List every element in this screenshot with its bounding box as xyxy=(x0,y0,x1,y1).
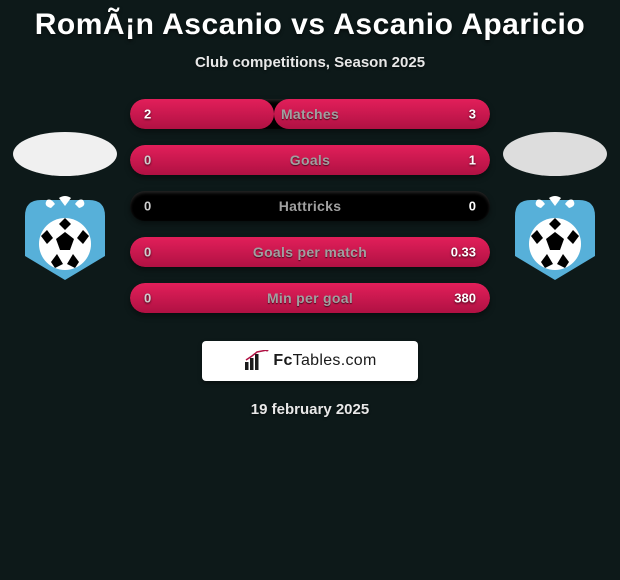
stat-fill-left xyxy=(130,99,274,129)
left-club-badge xyxy=(17,194,113,280)
stat-value-left: 0 xyxy=(144,153,151,168)
stat-pill: Min per goal 0 380 xyxy=(130,283,490,313)
comparison-card: RomÃ¡n Ascanio vs Ascanio Aparicio Club … xyxy=(0,0,620,418)
stat-label: Hattricks xyxy=(279,198,342,214)
left-player-col xyxy=(10,132,120,280)
stat-value-right: 0.33 xyxy=(451,245,476,260)
stat-label: Goals xyxy=(290,152,330,168)
stat-pill: Goals per match 0 0.33 xyxy=(130,237,490,267)
subtitle: Club competitions, Season 2025 xyxy=(0,54,620,71)
comparison-date: 19 february 2025 xyxy=(0,401,620,418)
main-row: Matches23Goals01Hattricks00Goals per mat… xyxy=(0,99,620,313)
right-avatar-placeholder xyxy=(503,132,607,176)
stat-label: Goals per match xyxy=(253,244,367,260)
stat-pill: Matches 2 3 xyxy=(130,99,490,129)
stat-label: Matches xyxy=(281,106,339,122)
logo-chart-icon xyxy=(243,350,269,372)
stats-column: Matches23Goals01Hattricks00Goals per mat… xyxy=(130,99,490,313)
stat-value-left: 0 xyxy=(144,199,151,214)
stat-value-left: 0 xyxy=(144,245,151,260)
right-club-badge xyxy=(507,194,603,280)
fctables-logo: FcTables.com xyxy=(202,341,418,381)
stat-value-right: 3 xyxy=(469,107,476,122)
logo-text: FcTables.com xyxy=(273,352,376,370)
left-avatar-placeholder xyxy=(13,132,117,176)
stat-value-right: 0 xyxy=(469,199,476,214)
logo-text-bold: Fc xyxy=(273,352,292,369)
logo-text-suffix: .com xyxy=(341,352,377,369)
stat-value-left: 0 xyxy=(144,291,151,306)
logo-text-mid: Tables xyxy=(293,352,341,369)
page-title: RomÃ¡n Ascanio vs Ascanio Aparicio xyxy=(0,8,620,42)
stat-value-left: 2 xyxy=(144,107,151,122)
stat-value-right: 380 xyxy=(454,291,476,306)
right-player-col xyxy=(500,132,610,280)
stat-pill: Hattricks 0 0 xyxy=(130,191,490,221)
stat-value-right: 1 xyxy=(469,153,476,168)
stat-pill: Goals 0 1 xyxy=(130,145,490,175)
stat-label: Min per goal xyxy=(267,290,353,306)
